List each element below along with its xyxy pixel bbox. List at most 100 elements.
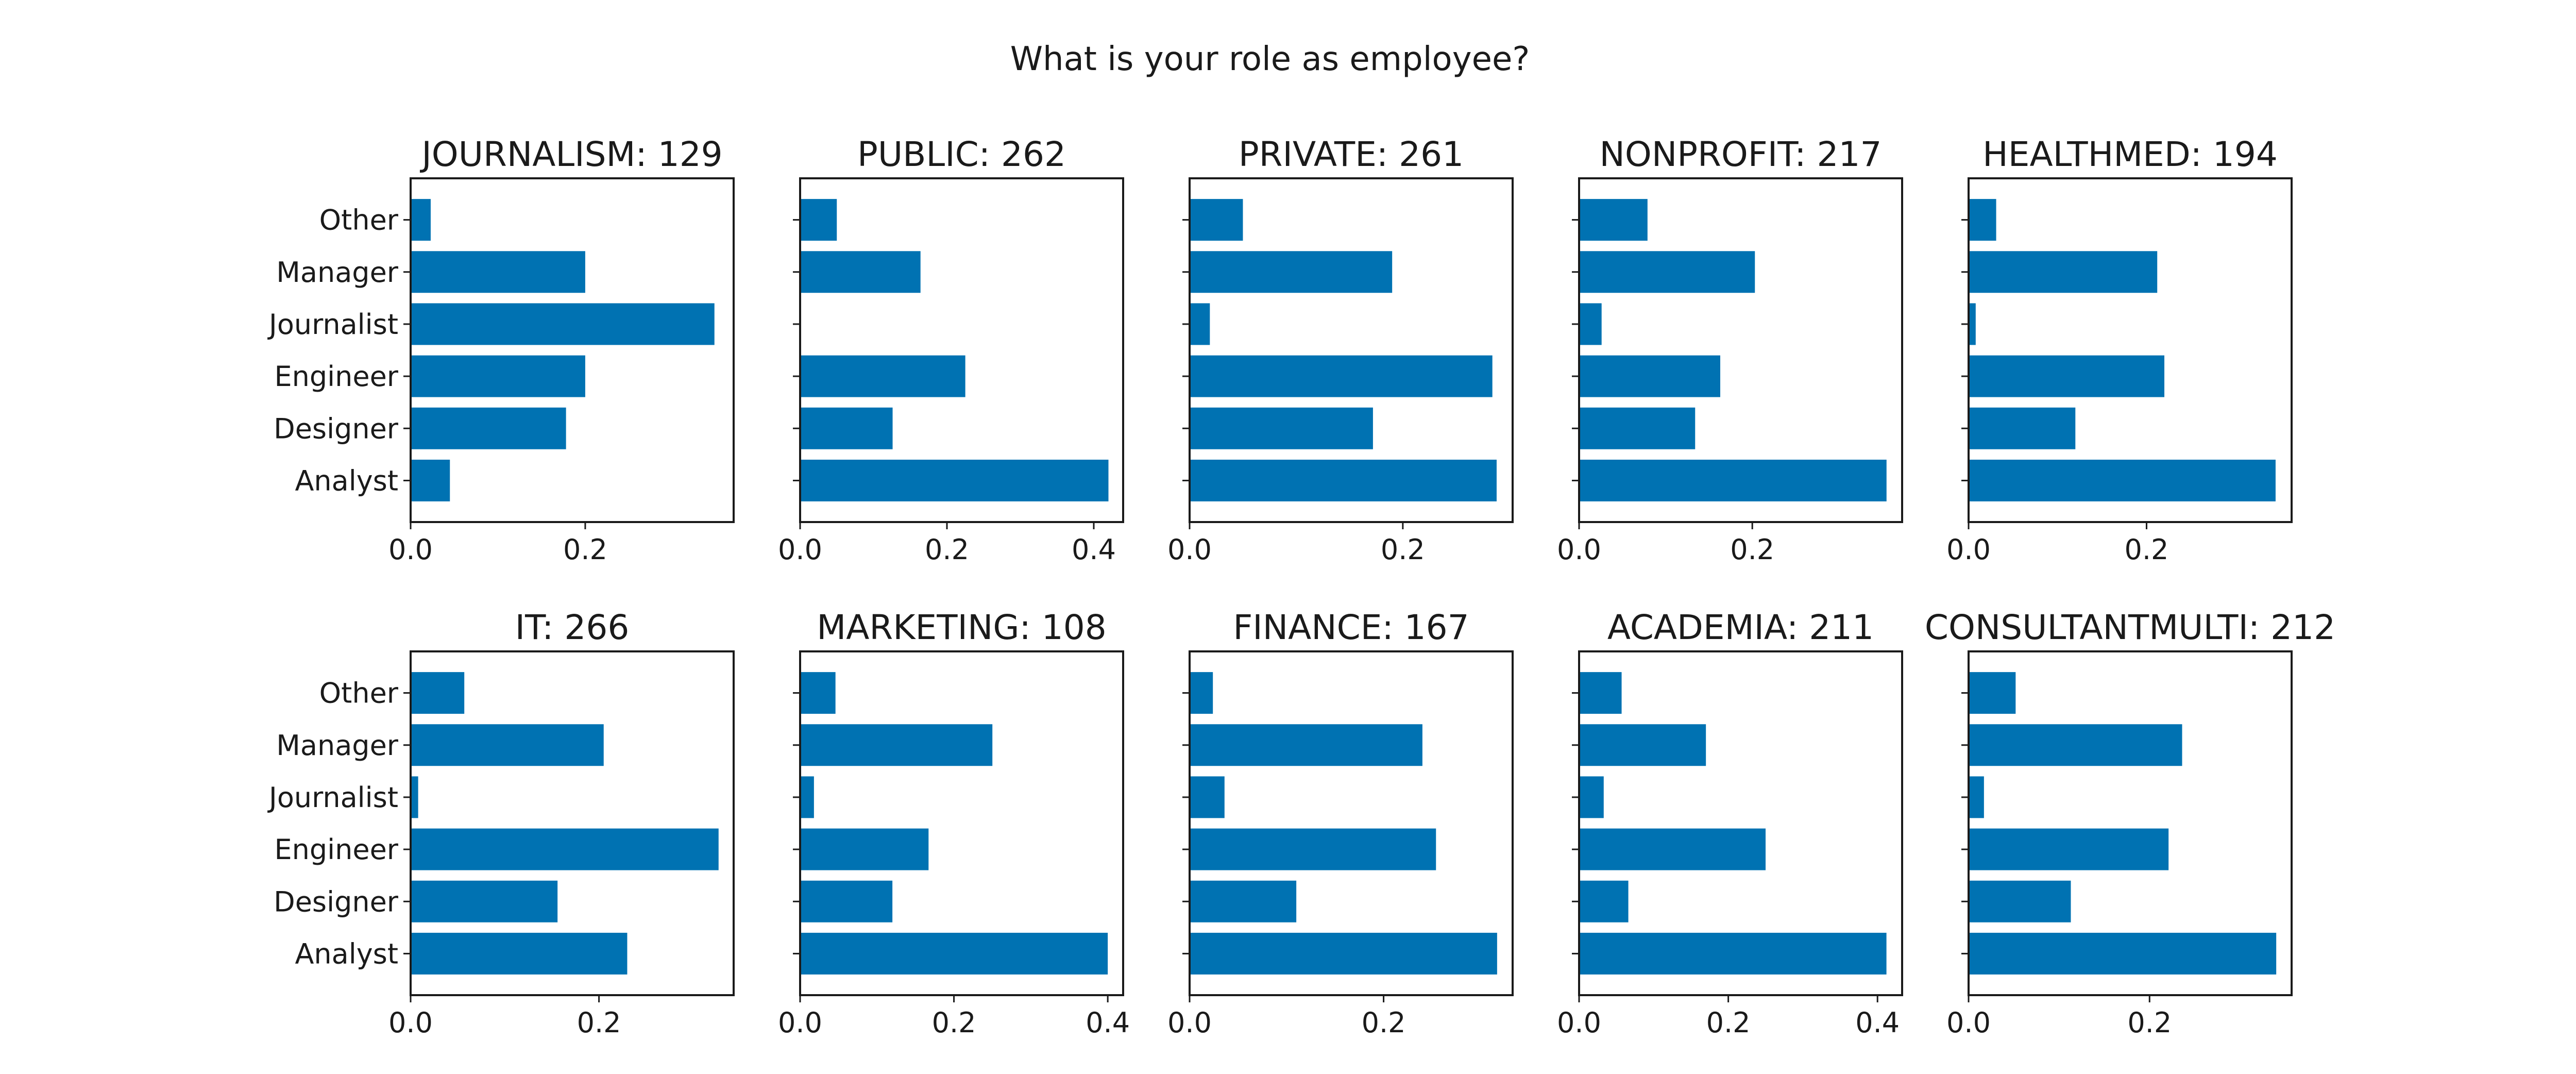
bar-manager <box>800 251 921 293</box>
plot-frame <box>799 650 1124 996</box>
y-tick-label: Manager <box>276 729 398 762</box>
bar-other <box>1190 672 1213 714</box>
x-tick-label: 0.2 <box>1730 533 1774 566</box>
bar-designer <box>1579 407 1696 449</box>
plot-frame <box>1578 650 1903 996</box>
chart-panels: JOURNALISM: 129 Analyst Designer Engineer Jo… <box>267 135 2335 1039</box>
x-tick-label: 0.2 <box>2127 1006 2172 1039</box>
bar-designer <box>1969 880 2071 922</box>
subplot-5: HEALTHMED: 194 0.0 0.2 <box>1946 135 2293 566</box>
y-tick-label: Analyst <box>295 464 398 497</box>
plot-frame <box>1189 650 1514 996</box>
x-tick-label: 0.0 <box>1946 533 1991 566</box>
x-tick-label: 0.4 <box>1086 1006 1130 1039</box>
x-tick-label: 0.0 <box>1946 1006 1991 1039</box>
bar-engineer <box>411 355 585 397</box>
bar-designer <box>1190 407 1373 449</box>
y-tick-label: Designer <box>274 885 399 918</box>
bar-journalist <box>1579 776 1604 818</box>
bar-designer <box>1969 407 2076 449</box>
bar-analyst <box>411 459 450 501</box>
subplot-1: JOURNALISM: 129 Analyst Designer Engineer Jo… <box>267 135 735 566</box>
subplot-title: CONSULTANTMULTI: 212 <box>1925 608 2335 647</box>
bar-engineer <box>800 355 965 397</box>
subplot-3: PRIVATE: 261 0.0 0.2 <box>1167 135 1514 566</box>
x-tick-label: 0.2 <box>1381 533 1425 566</box>
bar-manager <box>1579 251 1755 293</box>
plot-frame <box>1968 177 2293 523</box>
subplot-title: NONPROFIT: 217 <box>1600 135 1882 174</box>
subplot-title: PUBLIC: 262 <box>857 135 1066 174</box>
bar-analyst <box>1190 459 1497 501</box>
bar-manager <box>1190 724 1422 766</box>
bar-manager <box>800 724 993 766</box>
subplot-4: NONPROFIT: 217 0.0 0.2 <box>1557 135 1903 566</box>
bar-journalist <box>411 776 418 818</box>
bar-engineer <box>1579 355 1720 397</box>
plot-frame <box>1189 177 1514 523</box>
bar-other <box>1969 672 2016 714</box>
plot-frame <box>1578 177 1903 523</box>
x-tick-label: 0.4 <box>1855 1006 1900 1039</box>
plot-frame <box>1968 650 2293 996</box>
x-tick-label: 0.2 <box>932 1006 976 1039</box>
bar-journalist <box>1969 303 1976 345</box>
y-tick-label: Journalist <box>267 781 398 814</box>
subplot-9: ACADEMIA: 211 0.0 0.2 0.4 <box>1557 608 1903 1039</box>
bar-designer <box>411 407 566 449</box>
x-tick-label: 0.0 <box>388 533 433 566</box>
bar-engineer <box>1969 355 2164 397</box>
subplot-title: ACADEMIA: 211 <box>1607 608 1874 647</box>
y-tick-label: Other <box>319 204 399 237</box>
y-tick-label: Other <box>319 677 399 710</box>
bar-other <box>800 199 837 241</box>
bar-journalist <box>1969 776 1984 818</box>
bar-manager <box>1190 251 1393 293</box>
x-tick-label: 0.0 <box>778 533 822 566</box>
bar-engineer <box>1190 355 1493 397</box>
bar-engineer <box>1969 828 2169 870</box>
y-tick-label: Engineer <box>275 360 399 393</box>
bar-analyst <box>1969 932 2277 975</box>
x-tick-label: 0.4 <box>1072 533 1116 566</box>
plot-frame <box>410 650 735 996</box>
subplot-title: HEALTHMED: 194 <box>1982 135 2278 174</box>
bar-analyst <box>1579 932 1887 975</box>
x-tick-label: 0.2 <box>2125 533 2169 566</box>
bar-manager <box>1579 724 1706 766</box>
bar-designer <box>1190 880 1297 922</box>
subplot-10: CONSULTANTMULTI: 212 0.0 0.2 <box>1925 608 2335 1039</box>
subplot-2: PUBLIC: 262 0.0 0.2 0.4 <box>778 135 1124 566</box>
y-tick-label: Analyst <box>295 937 398 970</box>
bar-manager <box>411 724 604 766</box>
bar-manager <box>1969 724 2182 766</box>
subplot-title: IT: 266 <box>515 608 630 647</box>
bar-journalist <box>1190 303 1210 345</box>
bar-designer <box>411 880 558 922</box>
x-tick-label: 0.0 <box>1557 1006 1601 1039</box>
bar-designer <box>800 407 893 449</box>
x-tick-label: 0.0 <box>388 1006 433 1039</box>
plot-frame <box>410 177 735 523</box>
bar-journalist <box>1579 303 1602 345</box>
subplot-6: IT: 266 Analyst Designer Engineer Journalist… <box>267 608 735 1039</box>
bar-other <box>1579 199 1648 241</box>
x-tick-label: 0.2 <box>577 1006 621 1039</box>
subplot-7: MARKETING: 108 0.0 0.2 0.4 <box>778 608 1130 1039</box>
bar-journalist <box>1190 776 1225 818</box>
figure-title: What is your role as employee? <box>1010 40 1530 78</box>
subplot-title: PRIVATE: 261 <box>1239 135 1464 174</box>
x-tick-label: 0.0 <box>778 1006 822 1039</box>
bar-manager <box>411 251 585 293</box>
bar-other <box>411 672 465 714</box>
subplot-title: MARKETING: 108 <box>817 608 1106 647</box>
bar-other <box>1190 199 1243 241</box>
y-tick-label: Manager <box>276 256 398 289</box>
bar-analyst <box>800 932 1108 975</box>
bar-analyst <box>1969 459 2276 501</box>
x-tick-label: 0.0 <box>1167 1006 1212 1039</box>
bar-designer <box>800 880 893 922</box>
bar-analyst <box>1579 459 1887 501</box>
bar-other <box>411 199 431 241</box>
subplot-title: JOURNALISM: 129 <box>419 135 722 174</box>
